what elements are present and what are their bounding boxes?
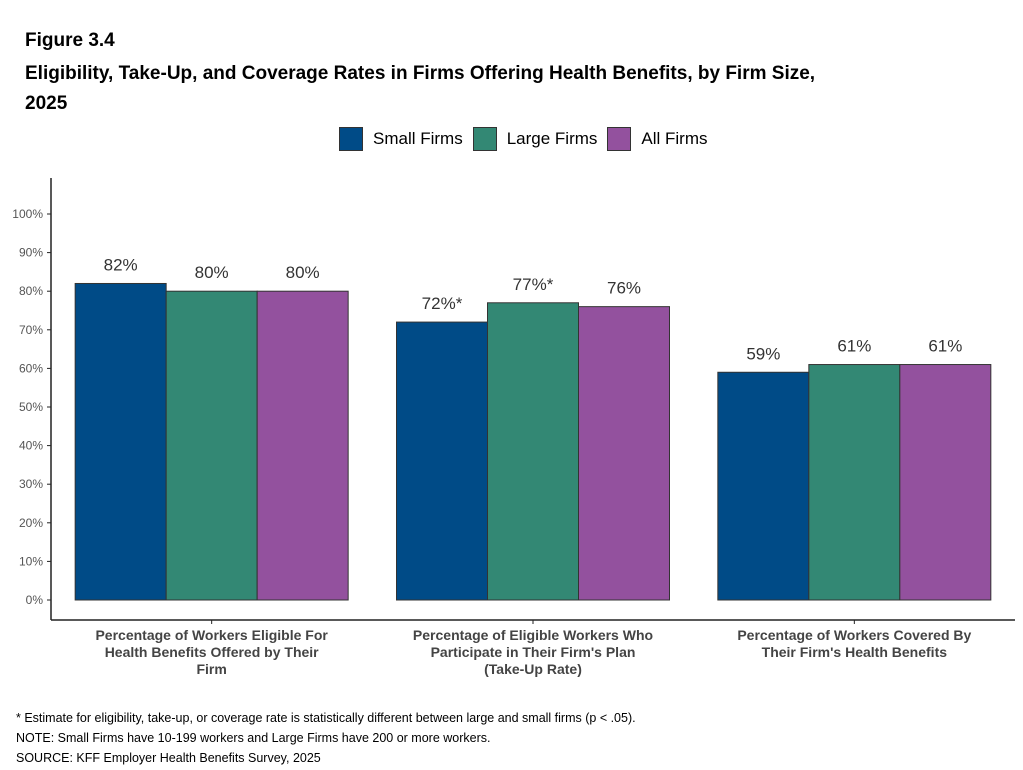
bar — [899, 364, 992, 601]
x-category-label-line: Percentage of Workers Eligible For — [95, 627, 328, 643]
legend-item-small-firms: Small Firms — [339, 127, 463, 151]
chart-title: Eligibility, Take-Up, and Coverage Rates… — [25, 63, 816, 84]
x-category-label-line: Their Firm's Health Benefits — [761, 644, 948, 660]
bar — [74, 282, 167, 601]
x-category-label: Percentage of Eligible Workers Who Partic… — [383, 627, 683, 678]
legend-item-large-firms: Large Firms — [472, 127, 598, 151]
bar — [256, 290, 349, 601]
y-tick-label: 100% — [12, 207, 43, 221]
y-tick-label: 0% — [26, 593, 44, 607]
y-tick-label: 80% — [19, 284, 43, 298]
footnote-source: SOURCE: KFF Employer Health Benefits Sur… — [16, 751, 321, 765]
y-tick-label: 90% — [19, 246, 43, 260]
data-label: 61% — [837, 337, 871, 356]
x-category-label: Percentage of Workers Covered By Their Fi… — [704, 627, 1004, 661]
figure-label: Figure 3.4 — [25, 30, 115, 51]
legend-label: Large Firms — [506, 129, 598, 148]
legend-swatch — [472, 127, 497, 151]
y-tick-label: 10% — [19, 554, 43, 568]
bar — [165, 290, 258, 601]
chart-title-line2: 2025 — [25, 93, 68, 114]
data-label: 82% — [104, 255, 138, 274]
data-label: 61% — [928, 337, 962, 356]
y-tick-label: 60% — [19, 361, 43, 375]
y-tick-label: 40% — [19, 439, 43, 453]
legend-label: Small Firms — [373, 129, 463, 148]
x-category-label-line: (Take-Up Rate) — [484, 661, 582, 677]
footnote-note: NOTE: Small Firms have 10-199 workers an… — [16, 731, 491, 745]
data-label: 77%* — [513, 275, 554, 294]
legend-swatch — [339, 127, 363, 151]
bar — [396, 321, 488, 601]
legend-swatch — [607, 127, 632, 151]
y-tick-label: 70% — [19, 323, 43, 337]
bar — [487, 302, 579, 601]
x-category-label-line: Health Benefits Offered by Their — [104, 644, 319, 660]
x-category-label-line: Firm — [196, 661, 227, 677]
bar — [808, 364, 901, 601]
x-category-label-line: Percentage of Eligible Workers Who — [412, 627, 654, 643]
data-label: 72%* — [422, 294, 463, 313]
y-tick-label: 20% — [19, 516, 43, 530]
bar — [717, 371, 810, 601]
x-category-label-line: Percentage of Workers Covered By — [737, 627, 972, 643]
data-label: 80% — [286, 263, 320, 282]
footnote-significance: * Estimate for eligibility, take-up, or … — [16, 711, 636, 725]
legend-label: All Firms — [641, 129, 708, 148]
x-category-label-line: Participate in Their Firm's Plan — [430, 644, 636, 660]
legend: Small Firms Large Firms All Firms — [339, 127, 718, 151]
data-label: 80% — [195, 263, 229, 282]
y-tick-label: 50% — [19, 400, 43, 414]
legend-item-all-firms: All Firms — [607, 127, 708, 151]
data-label: 59% — [746, 344, 780, 363]
data-label: 76% — [607, 279, 641, 298]
bar — [578, 306, 670, 601]
x-category-label: Percentage of Workers Eligible For Health… — [62, 627, 362, 678]
y-tick-label: 30% — [19, 477, 43, 491]
